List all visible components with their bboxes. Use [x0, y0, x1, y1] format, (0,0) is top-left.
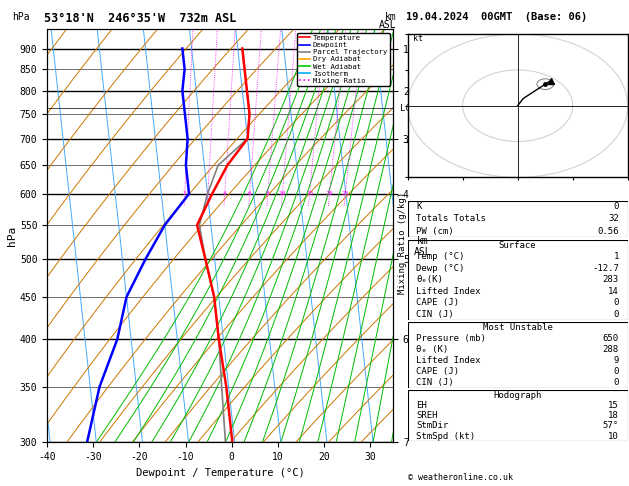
Text: 9: 9: [613, 356, 619, 365]
Text: 32: 32: [608, 214, 619, 224]
Text: 10: 10: [279, 191, 286, 196]
Text: 0.56: 0.56: [598, 226, 619, 236]
Text: 25: 25: [342, 191, 349, 196]
Text: 8: 8: [266, 191, 270, 196]
Text: 0: 0: [613, 202, 619, 211]
Text: 283: 283: [603, 275, 619, 284]
Text: 19.04.2024  00GMT  (Base: 06): 19.04.2024 00GMT (Base: 06): [406, 12, 587, 22]
Text: 6: 6: [248, 191, 252, 196]
Text: Lifted Index: Lifted Index: [416, 287, 481, 295]
Text: kt: kt: [413, 34, 423, 43]
Text: PW (cm): PW (cm): [416, 226, 454, 236]
Text: 18: 18: [608, 411, 619, 420]
Text: 0: 0: [613, 310, 619, 318]
Text: 10: 10: [608, 432, 619, 441]
Text: K: K: [416, 202, 422, 211]
Text: 53°18'N  246°35'W  732m ASL: 53°18'N 246°35'W 732m ASL: [44, 12, 237, 25]
Text: CAPE (J): CAPE (J): [416, 367, 459, 376]
Text: -12.7: -12.7: [592, 264, 619, 273]
Text: 14: 14: [608, 287, 619, 295]
Y-axis label: hPa: hPa: [7, 226, 17, 246]
Text: © weatheronline.co.uk: © weatheronline.co.uk: [408, 473, 513, 482]
Text: Dewp (°C): Dewp (°C): [416, 264, 465, 273]
Text: SREH: SREH: [416, 411, 438, 420]
Text: Surface: Surface: [499, 241, 537, 250]
X-axis label: Dewpoint / Temperature (°C): Dewpoint / Temperature (°C): [136, 468, 304, 478]
Text: θₑ (K): θₑ (K): [416, 345, 448, 354]
Text: Pressure (mb): Pressure (mb): [416, 334, 486, 343]
Text: CIN (J): CIN (J): [416, 310, 454, 318]
Text: 1: 1: [613, 252, 619, 261]
Text: θₑ(K): θₑ(K): [416, 275, 443, 284]
Text: 650: 650: [603, 334, 619, 343]
Text: CAPE (J): CAPE (J): [416, 298, 459, 307]
Text: ASL: ASL: [379, 20, 396, 31]
Text: StmSpd (kt): StmSpd (kt): [416, 432, 476, 441]
Text: Temp (°C): Temp (°C): [416, 252, 465, 261]
Y-axis label: km
ASL: km ASL: [414, 236, 431, 257]
Text: 4: 4: [223, 191, 226, 196]
Text: Hodograph: Hodograph: [494, 391, 542, 400]
Text: Most Unstable: Most Unstable: [482, 323, 553, 332]
Text: 0: 0: [613, 298, 619, 307]
Text: StmDir: StmDir: [416, 421, 448, 431]
Text: hPa: hPa: [13, 12, 30, 22]
Text: 0: 0: [613, 378, 619, 387]
Text: 15: 15: [306, 191, 313, 196]
Text: 2: 2: [183, 191, 187, 196]
Text: 15: 15: [608, 401, 619, 410]
Text: 57°: 57°: [603, 421, 619, 431]
Text: LCL: LCL: [400, 104, 416, 113]
Text: km: km: [384, 12, 396, 22]
Text: 3: 3: [206, 191, 209, 196]
Text: CIN (J): CIN (J): [416, 378, 454, 387]
Text: 20: 20: [326, 191, 333, 196]
Text: Lifted Index: Lifted Index: [416, 356, 481, 365]
Text: 288: 288: [603, 345, 619, 354]
Text: 0: 0: [613, 367, 619, 376]
Text: Mixing Ratio (g/kg): Mixing Ratio (g/kg): [398, 192, 407, 294]
Text: EH: EH: [416, 401, 427, 410]
Text: Totals Totals: Totals Totals: [416, 214, 486, 224]
Legend: Temperature, Dewpoint, Parcel Trajectory, Dry Adiabat, Wet Adiabat, Isotherm, Mi: Temperature, Dewpoint, Parcel Trajectory…: [297, 33, 389, 86]
